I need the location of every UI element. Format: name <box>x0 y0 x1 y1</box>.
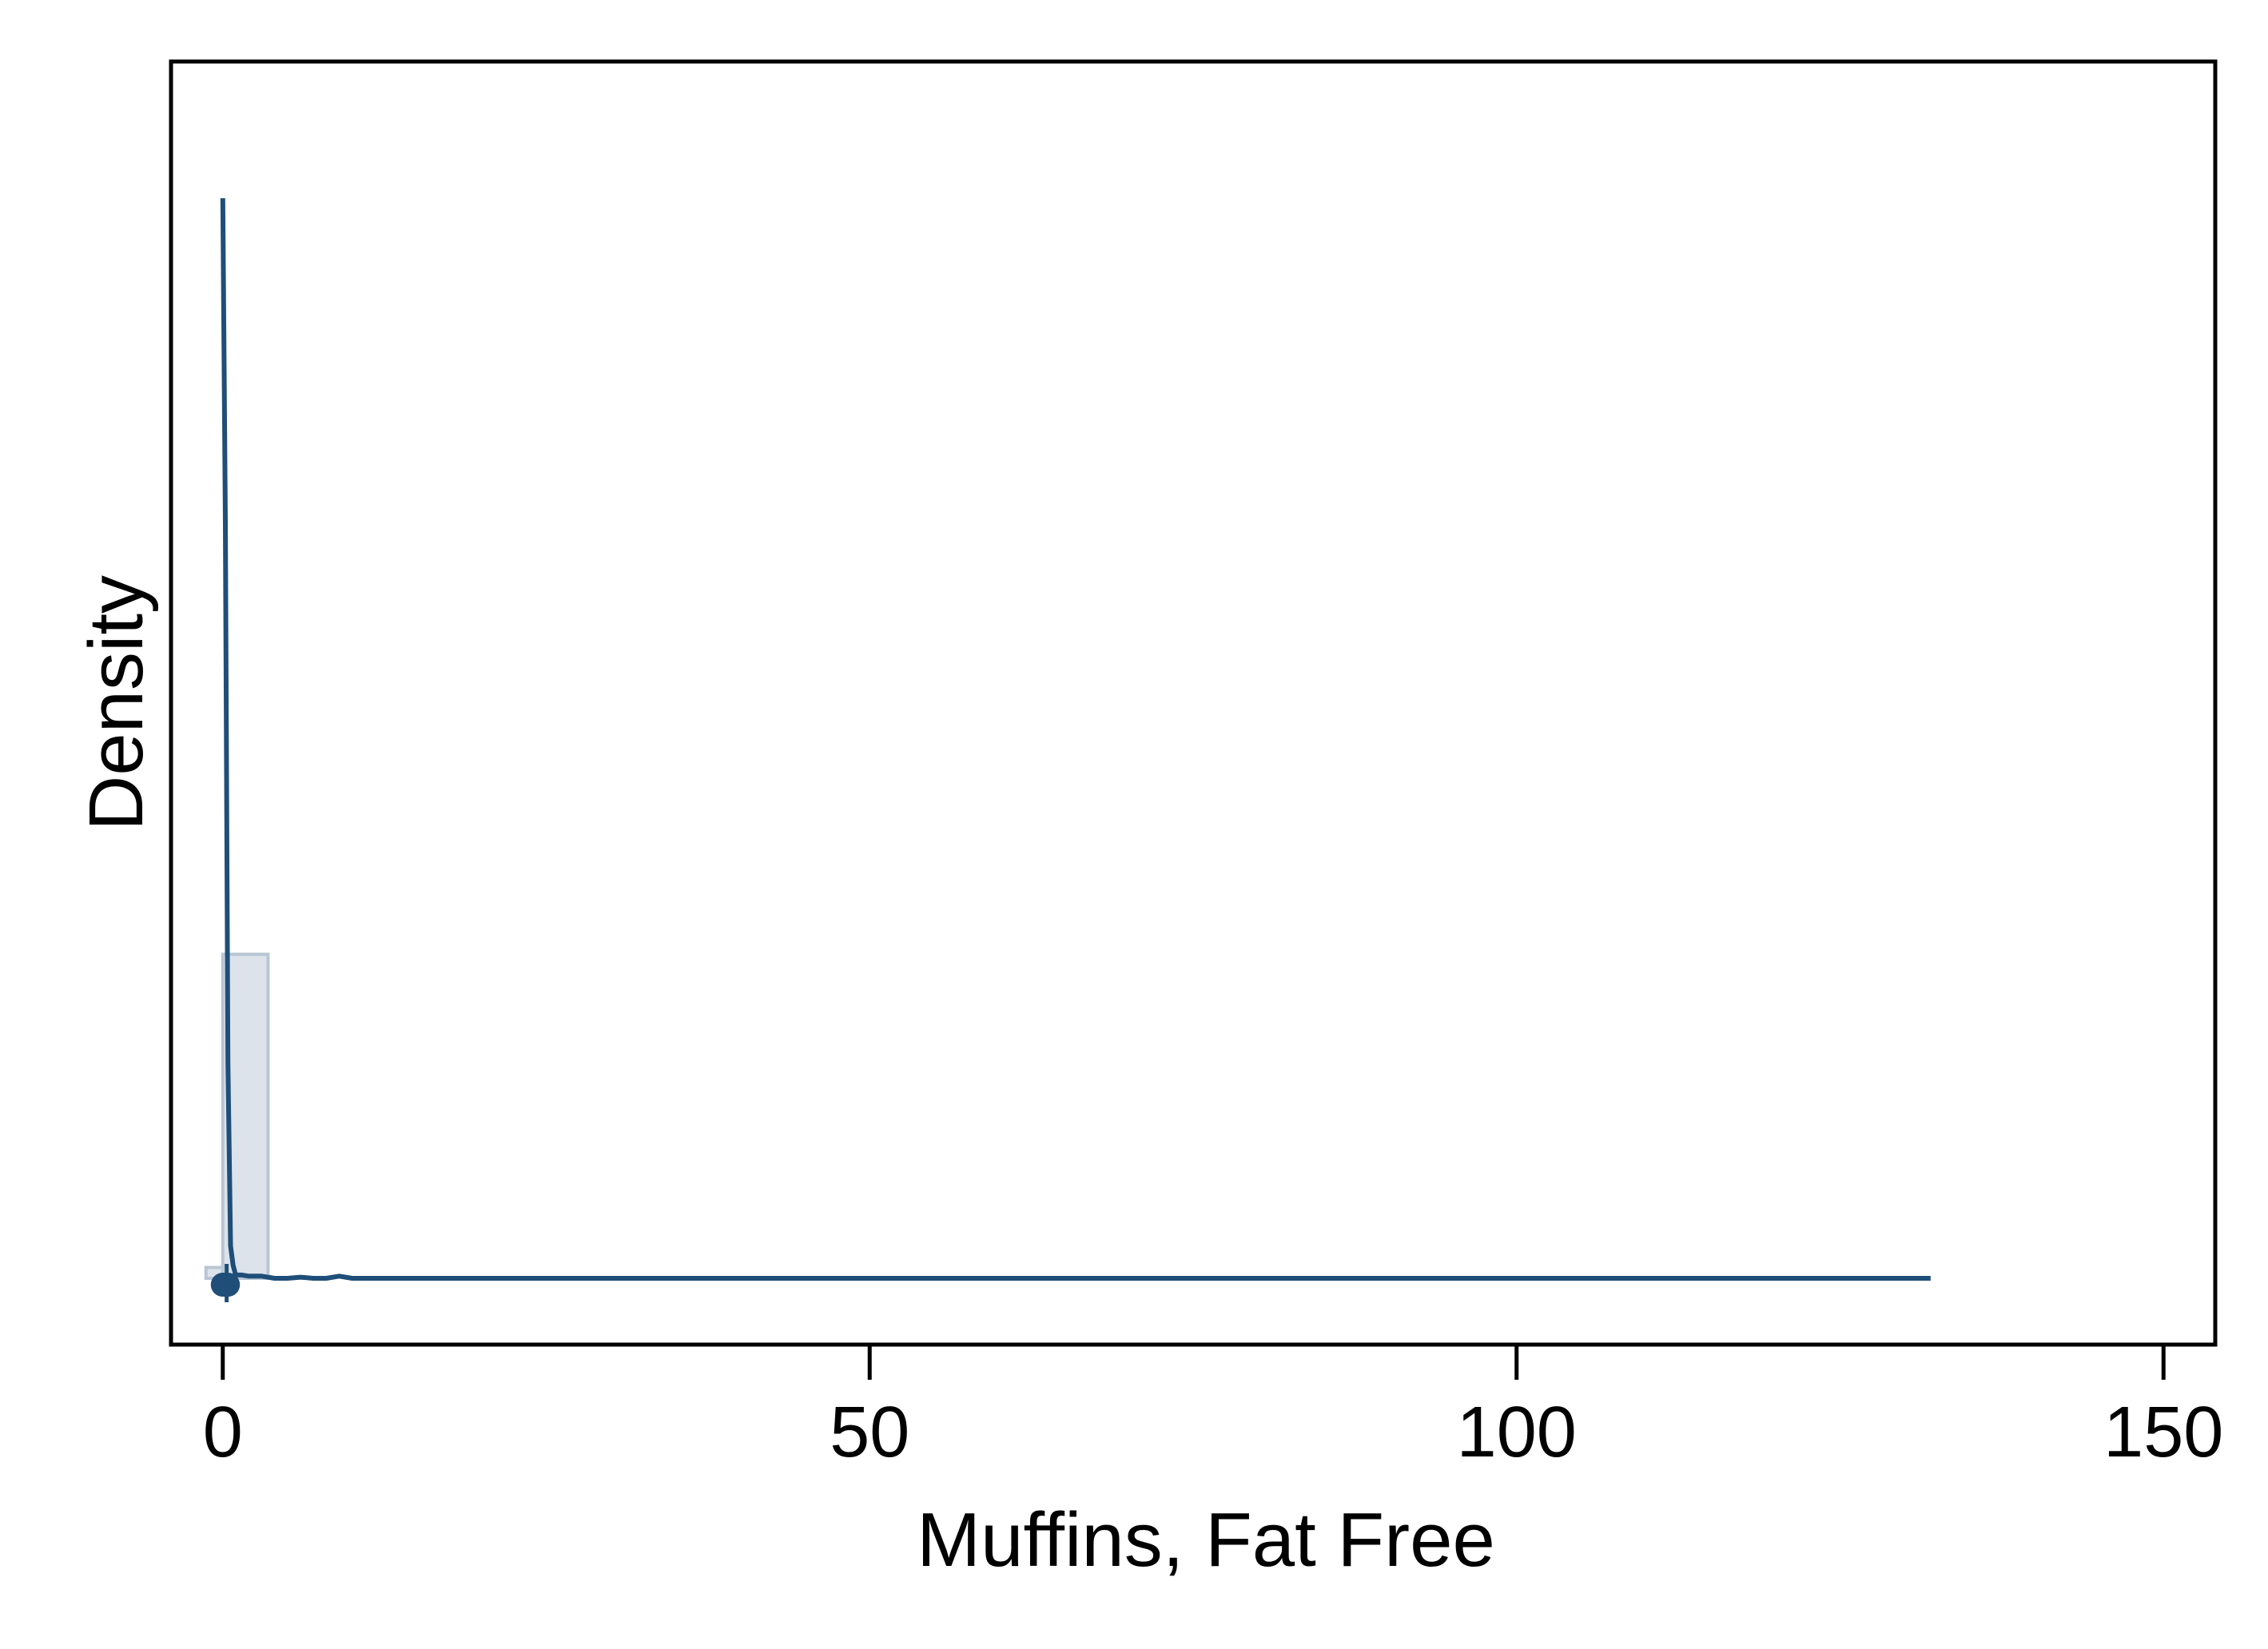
rug-point <box>216 1273 241 1297</box>
histogram-bars <box>204 952 270 1280</box>
plot-frame <box>169 59 2218 1347</box>
x-tick-label: 50 <box>830 1393 909 1472</box>
x-tick-label: 150 <box>2103 1393 2223 1472</box>
x-tick-label: 0 <box>203 1393 243 1472</box>
x-axis-title: Muffins, Fat Free <box>917 1497 1495 1583</box>
rug-points <box>210 1264 241 1302</box>
kde-line <box>220 198 1931 1281</box>
x-tick-label: 100 <box>1457 1393 1577 1472</box>
kde-layer <box>220 198 1931 1281</box>
x-axis: 0 50 100 150 <box>203 1345 2223 1472</box>
y-axis-title: Density <box>74 575 159 831</box>
